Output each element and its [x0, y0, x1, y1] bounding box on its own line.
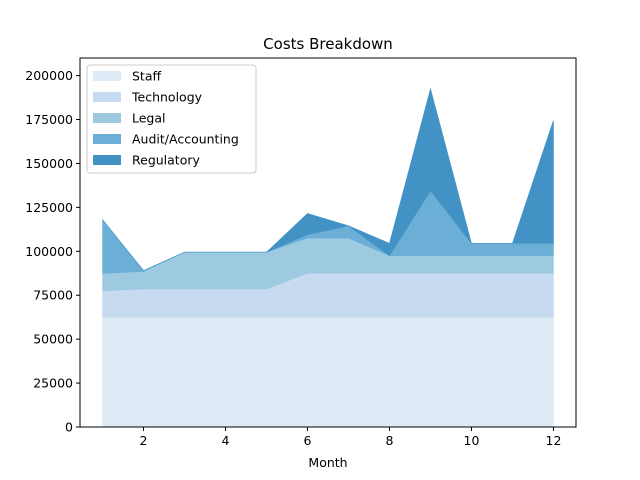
legend-box [86, 64, 257, 174]
area-staff [102, 316, 554, 428]
legend-swatch [93, 71, 121, 81]
legend-swatch [93, 134, 121, 144]
x-tick-label: 2 [140, 433, 148, 448]
area-layers [102, 87, 554, 428]
x-tick-label: 12 [546, 433, 562, 448]
legend-label: Staff [132, 69, 161, 84]
x-tick-label: 8 [386, 433, 394, 448]
y-tick-label: 100000 [25, 244, 73, 259]
legend-swatch [93, 113, 121, 123]
legend-swatch [93, 155, 121, 165]
x-tick-label: 6 [304, 433, 312, 448]
y-tick-label: 200000 [25, 68, 73, 83]
legend-label: Legal [132, 111, 166, 126]
y-tick-label: 75000 [33, 288, 73, 303]
y-tick-label: 125000 [25, 200, 73, 215]
x-axis-label: Month [308, 455, 347, 470]
legend-swatch [93, 92, 121, 102]
x-tick-label: 10 [464, 433, 480, 448]
y-tick-label: 150000 [25, 156, 73, 171]
legend-label: Regulatory [132, 153, 200, 168]
legend: Staff Technology Legal Audit/Accounting Regu… [86, 64, 257, 174]
legend-label: Technology [131, 90, 203, 105]
y-tick-label: 175000 [25, 112, 73, 127]
area-regulatory [102, 87, 554, 271]
chart-title: Costs Breakdown [263, 35, 393, 53]
y-tick-label: 25000 [33, 376, 73, 391]
legend-label: Audit/Accounting [132, 132, 239, 147]
plot-frame [79, 57, 577, 428]
y-tick-label: 0 [65, 420, 73, 435]
x-axis-ticks: 2 4 6 8 10 12 [140, 427, 562, 448]
y-tick-label: 50000 [33, 332, 73, 347]
x-tick-label: 4 [222, 433, 230, 448]
y-axis-ticks: 0 25000 50000 75000 100000 125000 150000 175000… [25, 68, 80, 435]
